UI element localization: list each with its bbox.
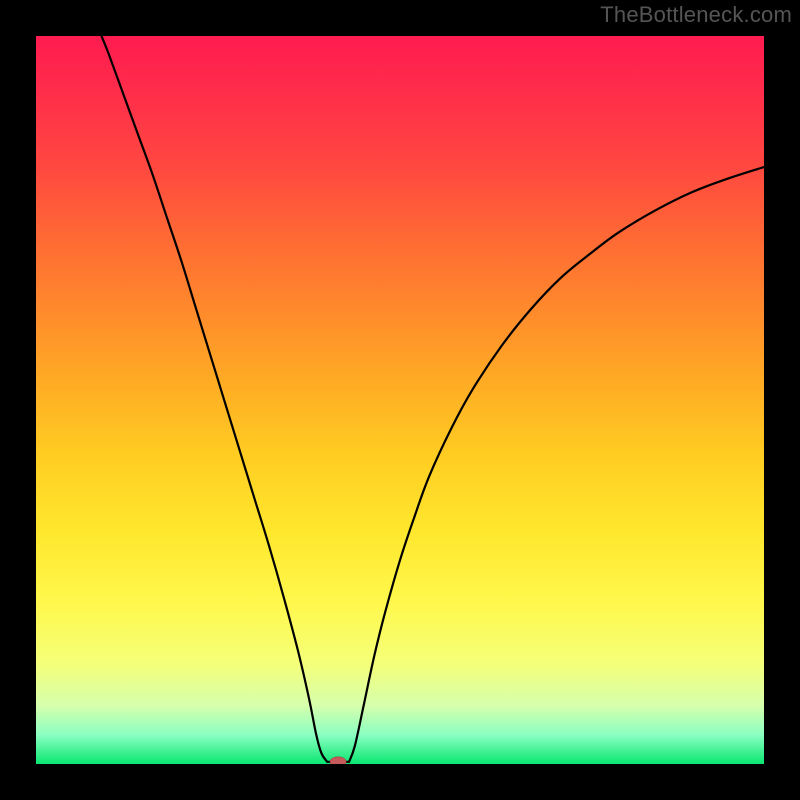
bottleneck-chart-svg — [0, 0, 800, 800]
watermark-text: TheBottleneck.com — [600, 2, 792, 28]
chart-frame: TheBottleneck.com — [0, 0, 800, 800]
plot-background — [36, 36, 764, 764]
